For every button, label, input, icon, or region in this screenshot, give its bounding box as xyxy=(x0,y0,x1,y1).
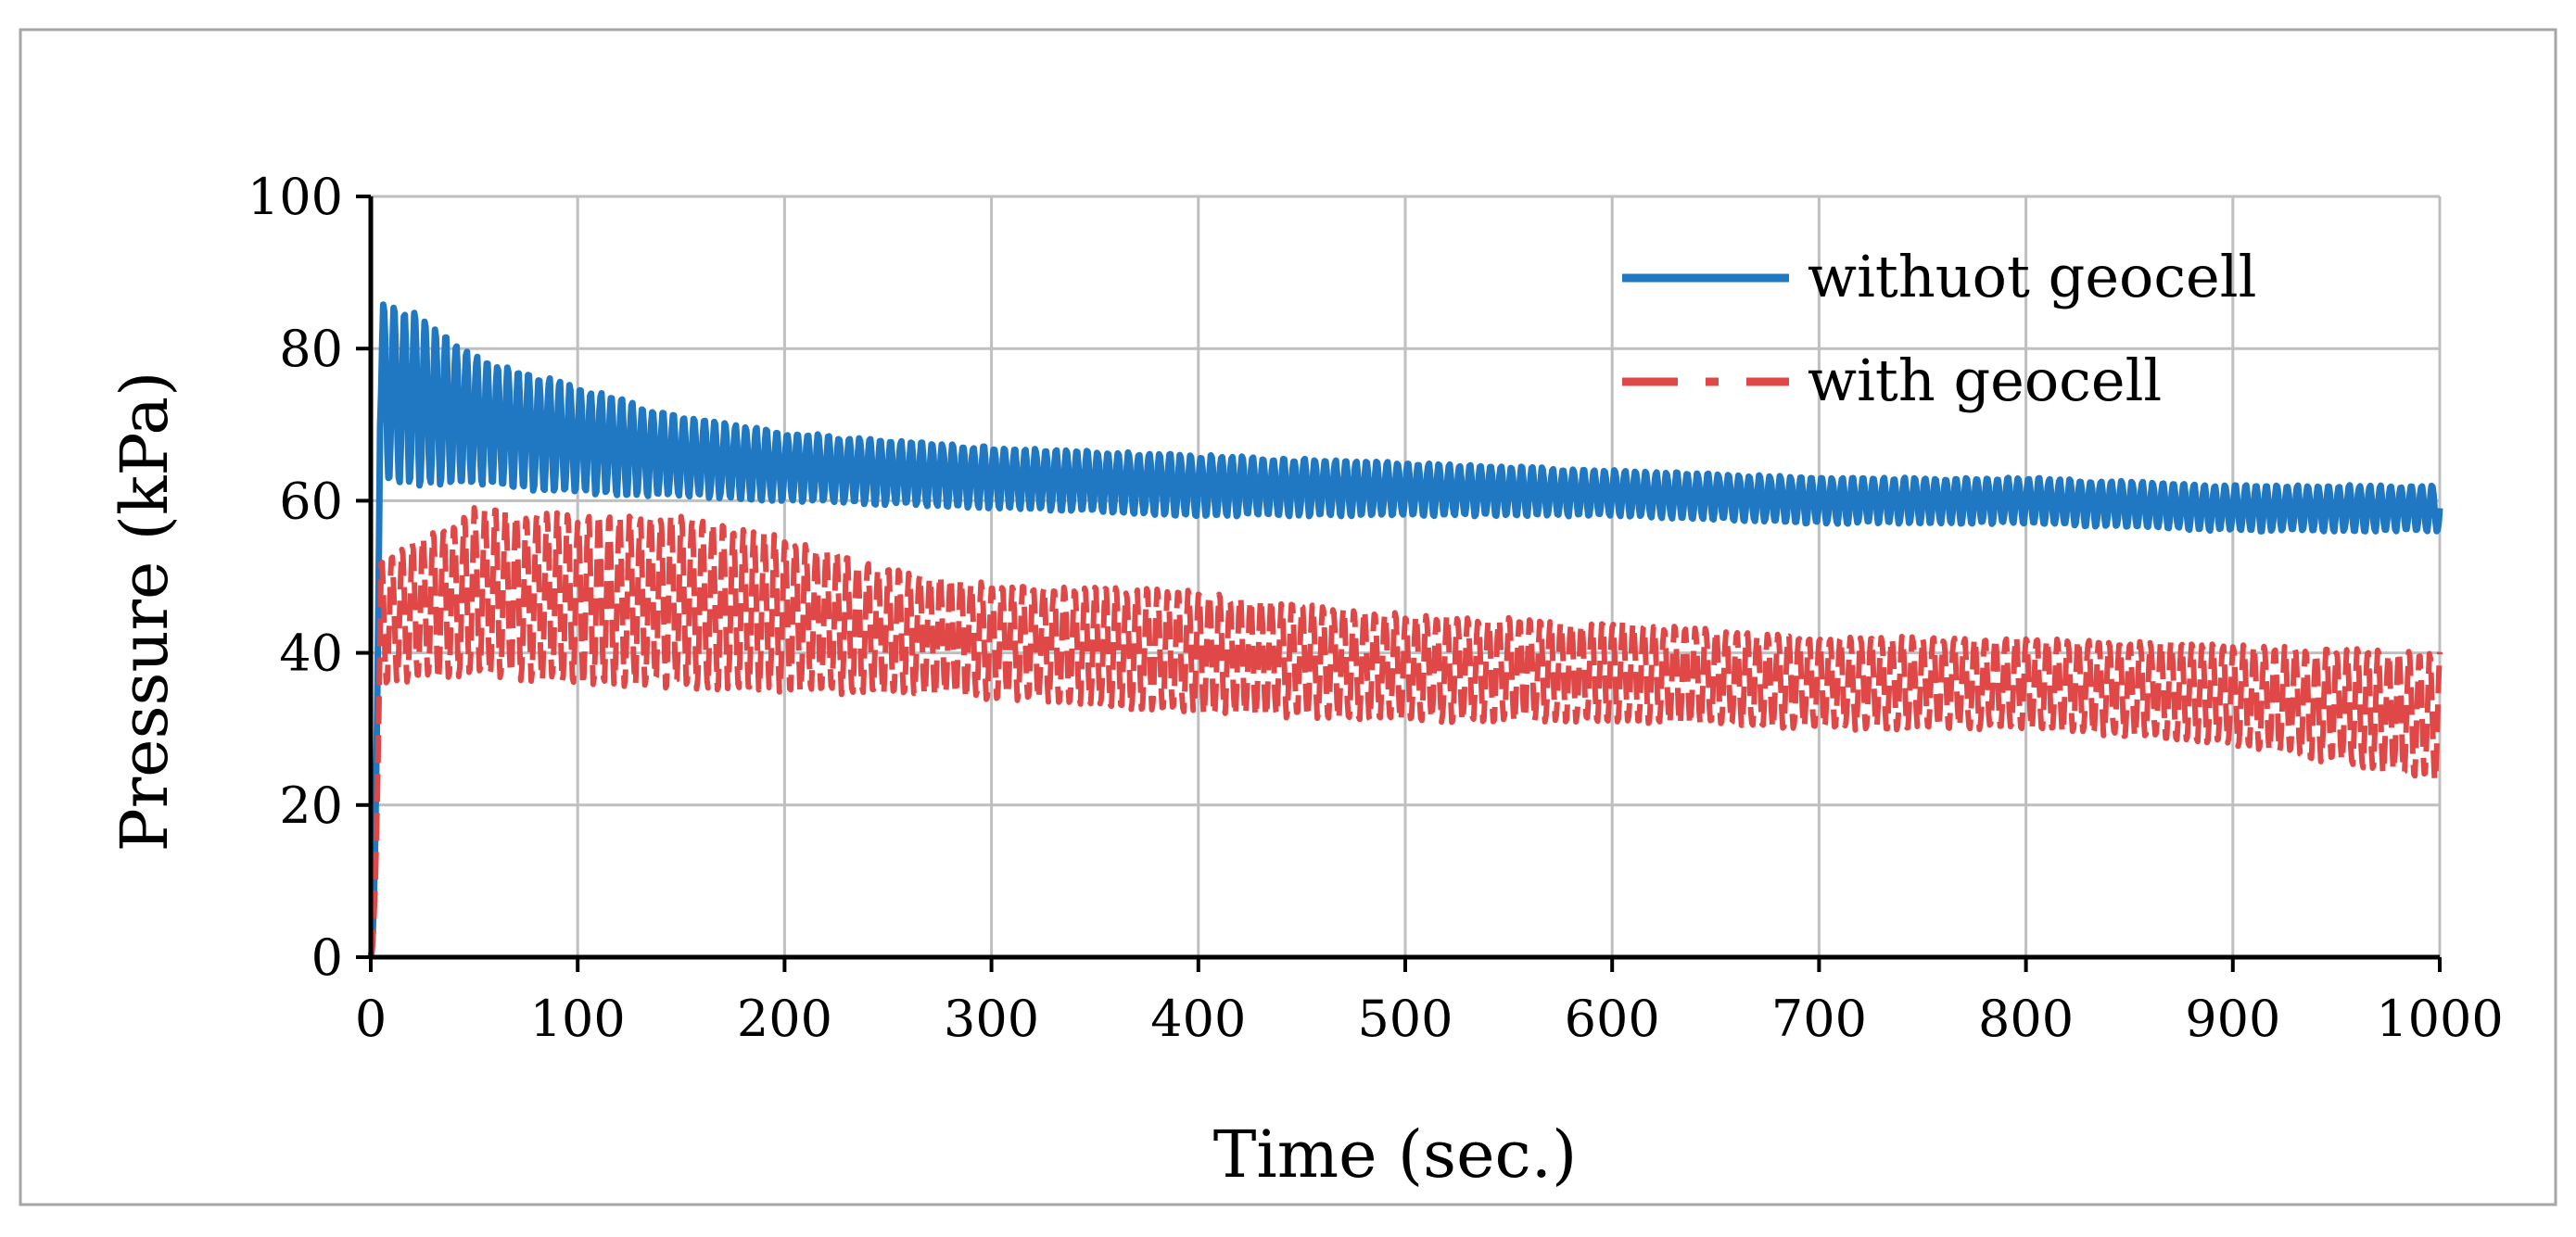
gridlines xyxy=(371,195,2442,957)
x-tick-label: 1000 xyxy=(2376,990,2503,1048)
x-tick-label: 400 xyxy=(1150,990,1246,1048)
axes xyxy=(356,195,2442,972)
y-tick-label: 80 xyxy=(279,320,343,378)
x-tick-label: 100 xyxy=(530,990,626,1048)
y-tick-label: 0 xyxy=(311,928,343,987)
x-tick-label: 300 xyxy=(944,990,1039,1048)
legend-label-with-geocell: with geocell xyxy=(1808,347,2162,414)
legend: withuot geocell with geocell xyxy=(1622,243,2256,414)
x-tick-label: 0 xyxy=(355,990,387,1048)
x-tick-label: 600 xyxy=(1565,990,1660,1048)
x-tick-label: 500 xyxy=(1357,990,1453,1048)
legend-label-without-geocell: withuot geocell xyxy=(1808,243,2256,310)
y-tick-label: 20 xyxy=(279,776,343,835)
x-tick-label: 700 xyxy=(1771,990,1867,1048)
y-tick-label: 100 xyxy=(247,168,343,226)
series-line-with-geocell xyxy=(368,505,2443,958)
y-tick-label: 60 xyxy=(279,472,343,530)
series-line-without-geocell xyxy=(367,301,2443,958)
tick-labels: 0 100 200 300 400 500 600 700 800 900 1000 0 20 40 60 8… xyxy=(247,168,2504,1048)
x-tick-label: 900 xyxy=(2185,990,2280,1048)
y-axis-title: Pressure (kPa) xyxy=(107,372,183,852)
x-tick-label: 200 xyxy=(737,990,832,1048)
series-layer xyxy=(367,301,2443,958)
x-axis-title: Time (sec.) xyxy=(1213,1117,1578,1193)
y-tick-label: 40 xyxy=(279,625,343,683)
x-tick-label: 800 xyxy=(1978,990,2074,1048)
